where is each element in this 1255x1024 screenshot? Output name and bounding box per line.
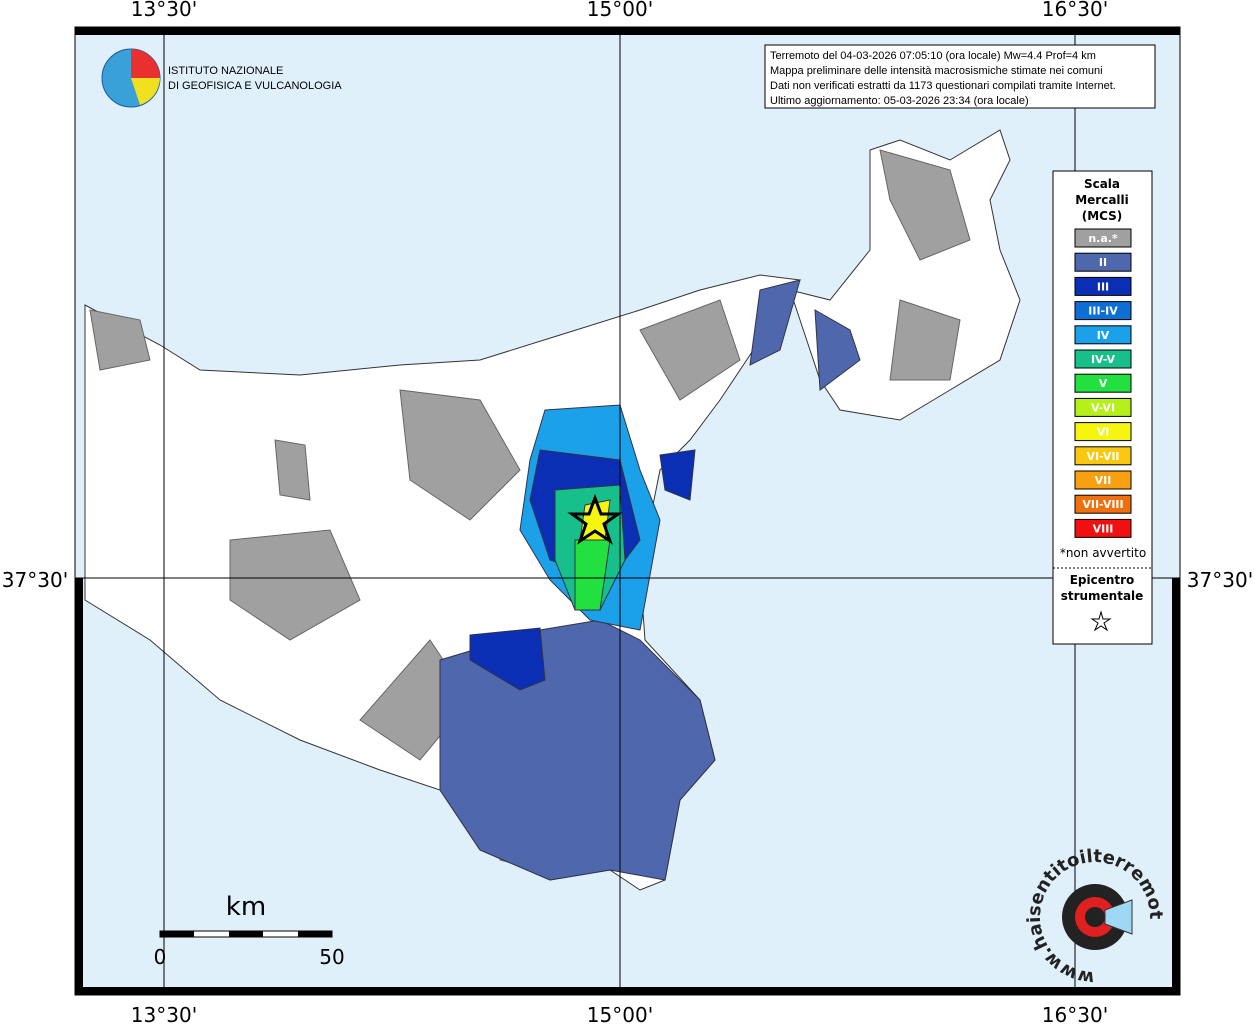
ingv-logo-part <box>131 49 160 78</box>
legend: Scala Mercalli (MCS) *non avvertito Epic… <box>1052 170 1153 645</box>
legend-swatch <box>1074 494 1132 514</box>
lat-label: 37°30' <box>2 568 68 592</box>
legend-note: *non avvertito <box>1060 546 1146 560</box>
legend-label: IV-V <box>1091 353 1116 366</box>
legend-label: V-VI <box>1091 401 1115 414</box>
logo-circle <box>1085 907 1105 927</box>
frame-right <box>1172 578 1180 995</box>
info-line: Dati non verificati estratti da 1173 que… <box>770 80 1116 92</box>
scale-label: 50 <box>319 945 344 969</box>
info-line: Ultimo aggiornamento: 05-03-2026 23:34 (… <box>770 95 1029 107</box>
legend-label: IV <box>1097 329 1110 342</box>
lon-label: 16°30' <box>1042 1003 1108 1024</box>
legend-label: III-IV <box>1088 305 1118 318</box>
legend-label: II <box>1099 256 1107 269</box>
lat-label: 37°30' <box>1187 568 1253 592</box>
institute-name: ISTITUTO NAZIONALE <box>168 65 283 77</box>
intensity-areas <box>439 279 861 881</box>
legend-swatch <box>1074 252 1132 272</box>
institute-name: DI GEOFISICA E VULCANOLOGIA <box>168 80 342 92</box>
info-line: Terremoto del 04-03-2026 07:05:10 (ora l… <box>770 50 1096 62</box>
epicenter-label: Epicentro <box>1070 573 1135 587</box>
frame-top <box>75 27 1180 35</box>
legend-label: III <box>1097 280 1109 293</box>
legend-swatch <box>1074 301 1132 321</box>
epicenter-symbol <box>1090 610 1112 632</box>
legend-swatch <box>1074 518 1132 538</box>
legend-title: Mercalli <box>1075 193 1129 207</box>
lon-label: 15°00' <box>587 1003 653 1024</box>
legend-swatch <box>1074 325 1132 345</box>
legend-title: (MCS) <box>1082 209 1123 223</box>
frame-bottom <box>75 987 1180 995</box>
scale-unit: km <box>226 892 266 922</box>
legend-label: VI-VII <box>1086 450 1119 463</box>
legend-swatch <box>1074 397 1132 417</box>
legend-swatch <box>1074 349 1132 369</box>
info-line: Mappa preliminare delle intensità macros… <box>770 65 1103 77</box>
legend-label: n.a.* <box>1088 232 1118 245</box>
legend-label: VII-VIII <box>1082 498 1123 511</box>
lon-label: 15°00' <box>587 0 653 21</box>
info-box <box>764 44 1156 109</box>
epicenter-label: strumentale <box>1061 589 1144 603</box>
legend-swatch <box>1074 422 1132 442</box>
legend-swatch <box>1074 373 1132 393</box>
logo-megaphone <box>1104 899 1133 935</box>
legend-label: VIII <box>1093 522 1114 535</box>
legend-swatch <box>1074 470 1132 490</box>
lon-label: 13°30' <box>131 1003 197 1024</box>
epicenter-star <box>567 493 623 545</box>
legend-label: V <box>1099 377 1108 390</box>
scale-bar <box>159 930 333 938</box>
legend-label: VII <box>1095 474 1112 487</box>
lon-label: 13°30' <box>131 0 197 21</box>
legend-swatch <box>1074 228 1132 248</box>
ingv-logo-part <box>131 78 160 105</box>
scale-label: 0 <box>154 945 167 969</box>
legend-title: Scala <box>1084 177 1120 191</box>
lon-label: 16°30' <box>1042 0 1108 21</box>
legend-swatch <box>1074 276 1132 296</box>
legend-label: VI <box>1097 426 1110 439</box>
legend-swatch <box>1074 446 1132 466</box>
frame-left <box>75 578 83 995</box>
